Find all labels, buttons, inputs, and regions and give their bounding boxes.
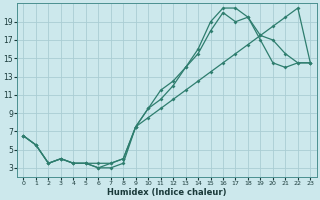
X-axis label: Humidex (Indice chaleur): Humidex (Indice chaleur) [107, 188, 227, 197]
